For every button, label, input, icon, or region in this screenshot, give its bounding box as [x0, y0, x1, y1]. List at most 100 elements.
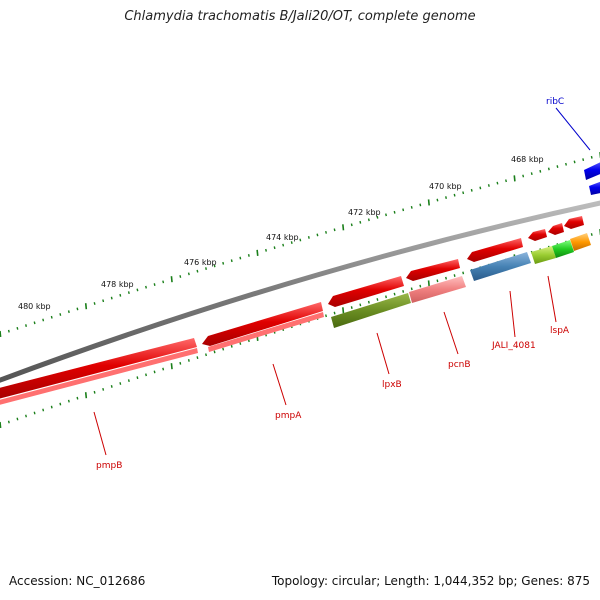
inner-tick	[445, 276, 447, 280]
gene-feature-pcnB-upstream[interactable]	[406, 259, 460, 281]
outer-tick	[196, 269, 199, 273]
outer-tick	[273, 246, 276, 250]
inner-tick	[59, 402, 62, 406]
outer-tick	[359, 220, 362, 224]
inner-tick	[222, 347, 225, 351]
gene-feature-pmpB[interactable]	[0, 338, 197, 399]
inner-tick	[205, 353, 207, 357]
gene-feature-green[interactable]	[552, 240, 574, 258]
inner-tick	[436, 279, 439, 283]
outer-tick	[205, 267, 207, 270]
leader-line-JALI_4081	[509, 290, 516, 338]
gene-label-JALI_4081: JALI_4081	[491, 341, 536, 351]
inner-tick	[162, 367, 165, 371]
outer-tick	[50, 315, 53, 319]
outer-tick	[462, 191, 465, 195]
outer-tick	[7, 329, 10, 333]
gene-feature-lspA[interactable]	[531, 246, 556, 264]
outer-tick	[179, 275, 182, 278]
inner-tick	[410, 287, 413, 291]
outer-tick	[16, 326, 19, 330]
outer-tick	[342, 224, 345, 231]
outer-tick	[402, 208, 405, 212]
scale-label: 474 kbp	[266, 233, 299, 242]
gene-feature-small-3[interactable]	[564, 216, 584, 229]
inner-tick	[127, 379, 130, 383]
gene-feature-ribC-2[interactable]	[589, 180, 600, 195]
outer-tick	[453, 193, 456, 197]
gene-leader-lines	[93, 107, 591, 456]
leader-line-pmpA	[272, 363, 287, 406]
gene-feature-pmpA-lower[interactable]	[0, 348, 198, 406]
outer-tick	[410, 205, 413, 209]
inner-tick	[76, 396, 79, 400]
outer-tick	[33, 321, 36, 325]
outer-tick	[187, 272, 190, 276]
inner-tick	[230, 344, 233, 348]
gene-feature-ribC[interactable]	[584, 160, 600, 180]
gene-feature-lpxB-upstream[interactable]	[328, 276, 404, 307]
gene-labels: pmpB pmpA lpxB pcnB JALI_4081 lspA ribC	[96, 97, 570, 471]
gene-feature-lpxB[interactable]	[331, 293, 411, 328]
inner-tick	[342, 307, 345, 314]
inner-tick	[333, 311, 336, 315]
gene-feature-orange[interactable]	[570, 233, 591, 251]
inner-tick	[170, 363, 173, 370]
scale-label: 468 kbp	[511, 155, 544, 164]
gene-feature-JALI_4081[interactable]	[470, 252, 531, 281]
outer-tick	[470, 188, 473, 192]
inner-tick	[136, 376, 139, 380]
inner-tick	[16, 417, 19, 421]
gene-label-lspA: lspA	[550, 326, 570, 336]
outer-tick	[325, 230, 327, 234]
outer-tick	[230, 259, 233, 263]
inner-tick	[376, 298, 379, 301]
gene-label-pmpA: pmpA	[275, 411, 302, 421]
outer-tick	[385, 213, 387, 217]
outer-tick	[67, 310, 70, 314]
outer-tick	[350, 223, 353, 227]
gene-feature-pmpA-lower-2[interactable]	[208, 312, 324, 352]
outer-tick	[436, 198, 439, 202]
outer-tick	[590, 155, 593, 159]
inner-tick	[213, 350, 216, 354]
outer-tick	[487, 184, 490, 187]
inner-tick	[33, 411, 36, 415]
scale-label: 476 kbp	[184, 258, 217, 267]
outer-tick	[376, 215, 379, 219]
outer-tick	[256, 249, 259, 256]
scale-label: 480 kbp	[18, 302, 51, 311]
inner-tick	[153, 370, 156, 374]
leader-line-pcnB	[443, 311, 459, 355]
outer-tick	[393, 210, 396, 214]
gene-feature-pcnB[interactable]	[409, 276, 466, 303]
topology-text: Topology: circular; Length: 1,044,352 bp…	[271, 574, 590, 588]
outer-tick	[59, 313, 62, 316]
outer-tick	[136, 288, 139, 292]
scale-label: 472 kbp	[348, 208, 381, 217]
gene-feature-JALI_4081-upstream[interactable]	[467, 238, 523, 262]
outer-tick	[290, 241, 293, 244]
outer-tick	[282, 243, 285, 247]
scale-label: 478 kbp	[101, 280, 134, 289]
gene-feature-pmpA[interactable]	[202, 302, 323, 346]
outer-tick	[307, 236, 310, 239]
scale-label: 470 kbp	[429, 182, 462, 191]
outer-tick	[530, 172, 533, 176]
outer-tick	[445, 196, 447, 200]
outer-tick	[573, 160, 576, 164]
outer-tick	[119, 293, 122, 297]
inner-tick	[393, 292, 396, 296]
inner-tick	[25, 414, 27, 418]
gene-feature-small-2[interactable]	[548, 223, 564, 235]
inner-tick	[419, 284, 422, 288]
outer-tick	[539, 169, 542, 173]
inner-tick	[385, 295, 387, 299]
outer-tick	[427, 199, 430, 206]
outer-tick	[419, 203, 422, 207]
outer-tick	[0, 330, 2, 338]
outer-tick	[565, 162, 567, 166]
gene-feature-small-1[interactable]	[528, 229, 547, 241]
inner-tick	[179, 361, 182, 365]
